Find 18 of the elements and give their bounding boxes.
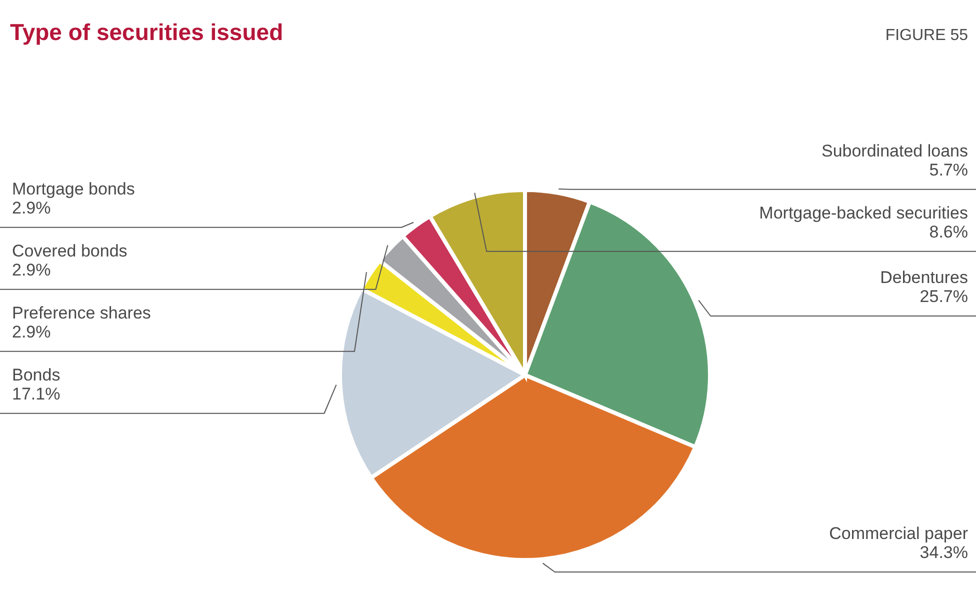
chart-title: Type of securities issued bbox=[10, 19, 284, 45]
slice-label: Subordinated loans bbox=[821, 141, 968, 160]
data-label: 34.3% bbox=[920, 543, 968, 562]
slice-label: Preference shares bbox=[12, 303, 151, 322]
data-label: 25.7% bbox=[920, 287, 968, 306]
data-label: 2.9% bbox=[12, 260, 51, 280]
slice-label: Mortgage-backed securities bbox=[759, 203, 968, 222]
slice-label: Covered bonds bbox=[12, 241, 128, 260]
slice-label: Debentures bbox=[880, 268, 968, 288]
slice-label: Bonds bbox=[12, 365, 60, 384]
data-label: 17.1% bbox=[12, 384, 60, 404]
data-label: 8.6% bbox=[929, 222, 968, 242]
data-label: 2.9% bbox=[12, 198, 51, 218]
slice-label: Commercial paper bbox=[829, 524, 968, 543]
data-label: 5.7% bbox=[929, 160, 968, 180]
data-label: 2.9% bbox=[12, 322, 51, 342]
slice-label: Mortgage bonds bbox=[12, 179, 135, 198]
caption: FIGURE 55 bbox=[885, 27, 968, 44]
